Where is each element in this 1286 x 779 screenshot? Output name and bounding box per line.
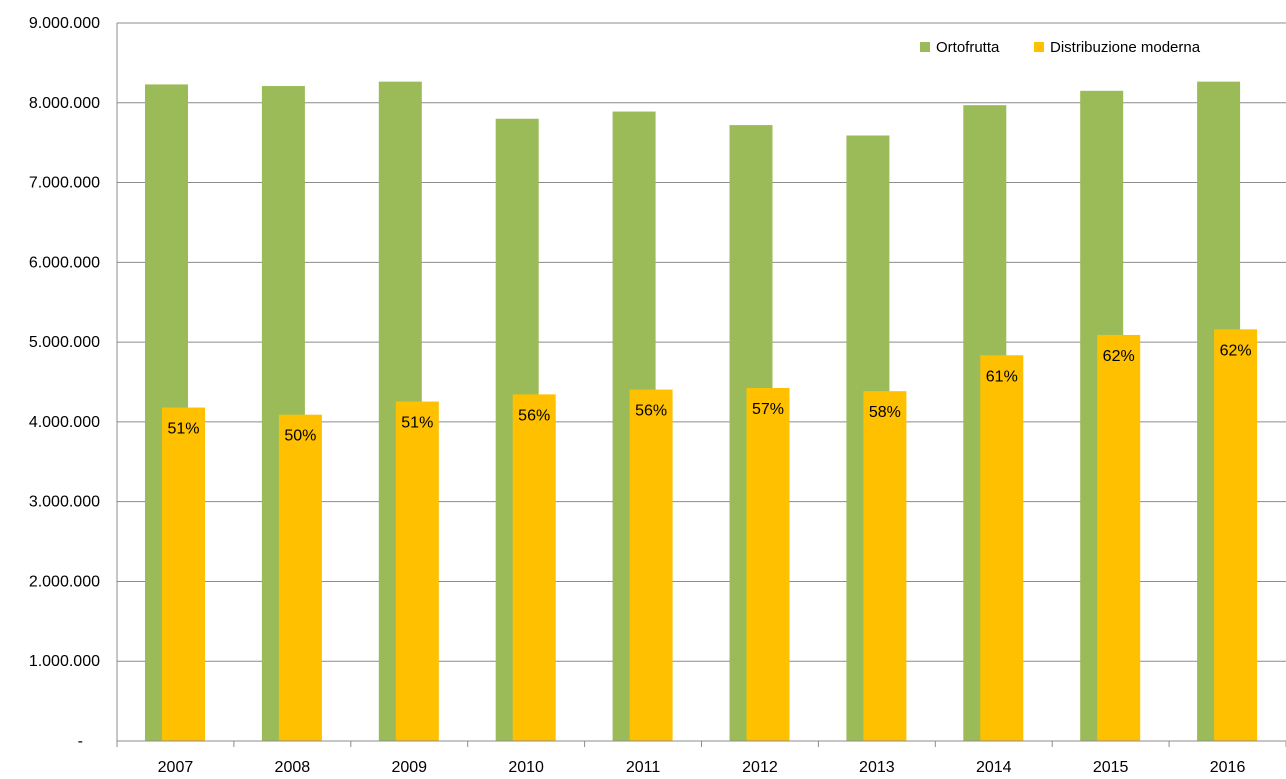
y-tick-label: 6.000.000 [29,254,100,271]
y-tick-label: - [78,733,83,750]
legend-swatch-distribuzione-moderna [1034,42,1044,52]
data-label: 62% [1103,348,1135,365]
x-tick-label: 2016 [1210,759,1246,774]
legend: Ortofrutta Distribuzione moderna [920,39,1201,56]
y-tick-label: 9.000.000 [29,15,100,32]
x-tick-label: 2014 [976,759,1012,774]
y-tick-label: 2.000.000 [29,573,100,590]
y-tick-label: 7.000.000 [29,175,100,192]
bar-distribuzione-moderna [863,391,907,741]
bar-distribuzione-moderna [1214,329,1258,741]
y-tick-label: 4.000.000 [29,414,100,431]
bars [145,81,1258,742]
legend-label-ortofrutta: Ortofrutta [936,39,1000,56]
bar-distribuzione-moderna [278,414,322,741]
bar-distribuzione-moderna [629,389,673,741]
x-tick-label: 2015 [1093,759,1129,774]
bar-distribuzione-moderna [746,387,790,741]
legend-label-distribuzione-moderna: Distribuzione moderna [1050,39,1201,56]
y-tick-label: 5.000.000 [29,334,100,351]
data-label: 56% [635,403,667,420]
data-label: 51% [401,415,433,432]
x-tick-label: 2009 [391,759,427,774]
data-labels: 51% 50% 51% 56% 56% 57% 58% 61% 62% 62% [167,342,1251,444]
bar-distribuzione-moderna [395,401,439,741]
bar-distribuzione-moderna [980,355,1024,741]
y-tick-label: 3.000.000 [29,494,100,511]
data-label: 61% [986,368,1018,385]
y-tick-label: 1.000.000 [29,653,100,670]
axes: - 1.000.000 2.000.000 3.000.000 4.000.000 5.0… [29,15,1286,776]
data-label: 50% [284,428,316,445]
x-tick-label: 2007 [158,759,194,774]
x-tick-label: 2011 [626,759,661,774]
data-label: 57% [752,401,784,418]
x-tick-label: 2010 [508,759,544,774]
x-tick-label: 2008 [275,759,311,774]
data-label: 51% [167,421,199,438]
x-tick-label: 2012 [742,759,778,774]
bar-distribuzione-moderna [162,407,205,741]
data-label: 58% [869,404,901,421]
data-label: 62% [1220,342,1252,359]
bar-distribuzione-moderna [512,394,556,741]
data-label: 56% [518,407,550,424]
legend-swatch-ortofrutta [920,42,930,52]
y-tick-label: 8.000.000 [29,95,100,112]
bar-distribuzione-moderna [1097,334,1141,741]
x-tick-label: 2013 [859,759,895,774]
